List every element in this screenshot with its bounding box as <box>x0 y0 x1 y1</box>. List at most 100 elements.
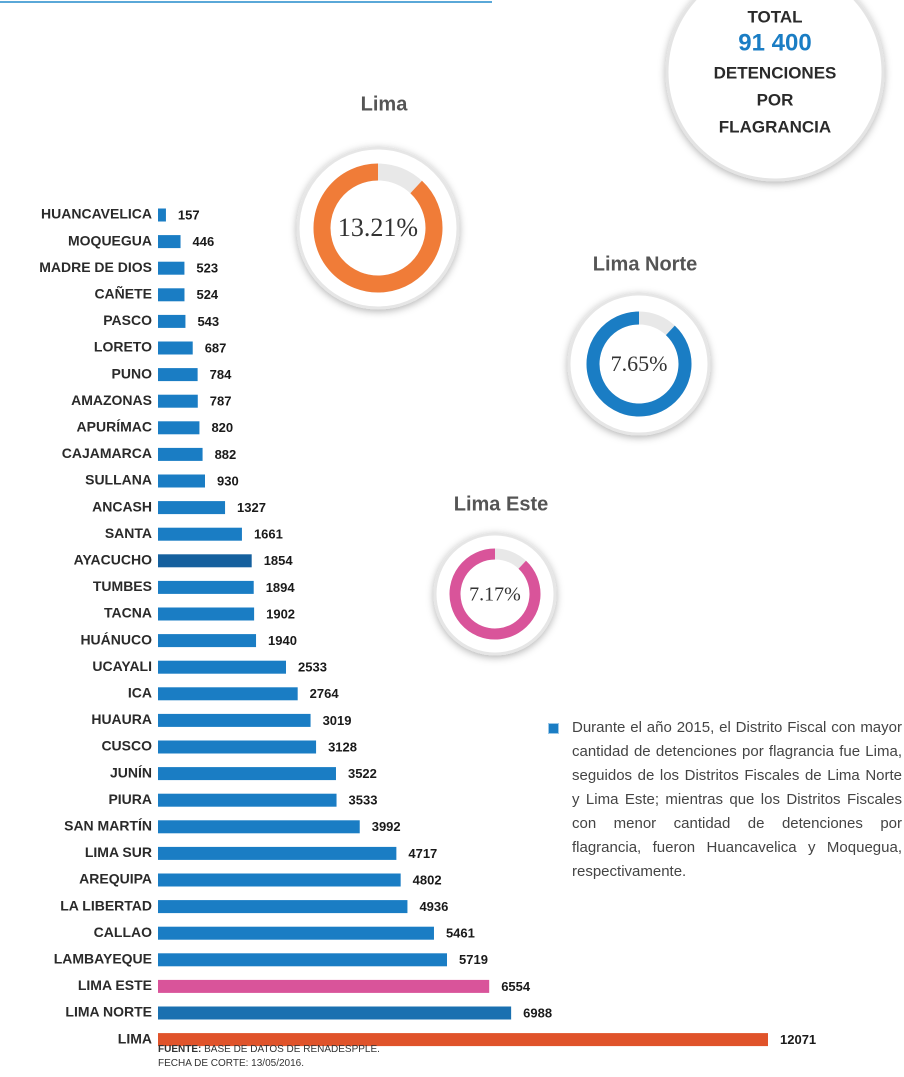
value-label: 882 <box>215 447 237 462</box>
value-label: 6554 <box>501 979 531 994</box>
bar <box>158 687 298 701</box>
category-label: AREQUIPA <box>79 871 152 887</box>
bar <box>158 1006 512 1020</box>
bar <box>158 793 337 807</box>
category-label: SULLANA <box>85 472 152 488</box>
bar <box>158 1033 768 1047</box>
bar <box>158 979 490 993</box>
value-label: 5461 <box>446 926 475 941</box>
bar <box>158 527 242 541</box>
category-label: SANTA <box>105 525 152 541</box>
value-label: 1894 <box>266 580 296 595</box>
category-label: LIMA SUR <box>85 844 152 860</box>
bar <box>158 394 198 408</box>
total-line: DETENCIONES <box>714 63 837 82</box>
total-circle <box>665 0 885 182</box>
category-label: LIMA <box>118 1030 152 1046</box>
category-label: TUMBES <box>93 578 152 594</box>
bar <box>158 873 401 887</box>
source: FUENTE: BASE DE DATOS DE RENADESPPLE. FEC… <box>158 1043 380 1071</box>
total-line: TOTAL <box>747 7 802 26</box>
value-label: 4936 <box>419 899 448 914</box>
value-label: 784 <box>210 367 232 382</box>
category-label: CAÑETE <box>94 285 152 302</box>
bar <box>158 501 226 515</box>
bar <box>158 660 287 674</box>
value-label: 1854 <box>264 553 294 568</box>
category-label: HUAURA <box>91 711 152 727</box>
value-label: 2764 <box>310 686 340 701</box>
category-label: ICA <box>128 685 152 701</box>
total-line: 91 400 <box>738 29 811 56</box>
category-label: AMAZONAS <box>71 392 152 408</box>
value-label: 12071 <box>780 1032 816 1047</box>
category-label: CALLAO <box>94 924 152 940</box>
value-label: 2533 <box>298 660 327 675</box>
donut-arc <box>586 311 692 417</box>
category-label: AYACUCHO <box>74 552 152 568</box>
value-label: 6988 <box>523 1005 552 1020</box>
source-date: FECHA DE CORTE: 13/05/2016. <box>158 1058 304 1069</box>
category-label: HUÁNUCO <box>80 631 152 647</box>
donut-title: Lima Norte <box>593 253 697 275</box>
bar <box>158 740 317 754</box>
value-label: 523 <box>196 261 218 276</box>
bullet <box>548 723 559 734</box>
bar <box>158 580 254 594</box>
category-label: APURÍMAC <box>77 419 152 435</box>
value-label: 5719 <box>459 952 488 967</box>
value-label: 4802 <box>413 872 442 887</box>
value-label: 1327 <box>237 500 266 515</box>
category-label: LAMBAYEQUE <box>54 951 152 967</box>
category-label: PASCO <box>103 312 152 328</box>
bar <box>158 554 252 568</box>
value-label: 157 <box>178 207 200 222</box>
value-label: 543 <box>197 314 219 329</box>
total-line: FLAGRANCIA <box>719 117 831 136</box>
value-label: 1940 <box>268 633 297 648</box>
value-label: 3128 <box>328 739 357 754</box>
bar <box>158 767 336 781</box>
value-label: 1661 <box>254 527 283 542</box>
bar <box>158 634 257 648</box>
bar <box>158 447 203 461</box>
category-label: LORETO <box>94 339 152 355</box>
donut-title: Lima <box>361 93 409 115</box>
donut-arc <box>313 163 443 293</box>
donut-label: 7.65% <box>611 351 668 376</box>
donut-label: 13.21% <box>338 213 418 242</box>
value-label: 524 <box>196 287 218 302</box>
bar <box>158 953 448 967</box>
category-label: LIMA ESTE <box>78 977 152 993</box>
category-label: PIURA <box>108 791 152 807</box>
category-label: HUANCAVELICA <box>41 206 152 222</box>
value-label: 3522 <box>348 766 377 781</box>
source-text: BASE DE DATOS DE RENADESPPLE. <box>204 1044 380 1055</box>
category-label: UCAYALI <box>92 658 152 674</box>
source-label: FUENTE: <box>158 1044 202 1055</box>
bar <box>158 261 185 275</box>
bar <box>158 713 311 727</box>
category-label: LIMA NORTE <box>65 1004 152 1020</box>
bar <box>158 235 181 249</box>
category-label: PUNO <box>112 365 153 381</box>
category-label: LA LIBERTAD <box>60 897 152 913</box>
value-label: 787 <box>210 394 232 409</box>
category-label: SAN MARTÍN <box>64 818 152 834</box>
value-label: 3992 <box>372 819 401 834</box>
value-label: 4717 <box>408 846 437 861</box>
bar <box>158 208 166 222</box>
category-label: MADRE DE DIOS <box>39 259 152 275</box>
value-label: 930 <box>217 473 239 488</box>
donut-arc <box>449 548 541 640</box>
category-label: ANCASH <box>92 498 152 514</box>
category-label: JUNÍN <box>110 764 152 780</box>
bar <box>158 474 205 488</box>
value-label: 820 <box>211 420 233 435</box>
value-label: 446 <box>193 234 215 249</box>
bar <box>158 900 408 914</box>
category-label: CAJAMARCA <box>62 445 152 461</box>
bar <box>158 607 255 621</box>
value-label: 3533 <box>349 793 378 808</box>
